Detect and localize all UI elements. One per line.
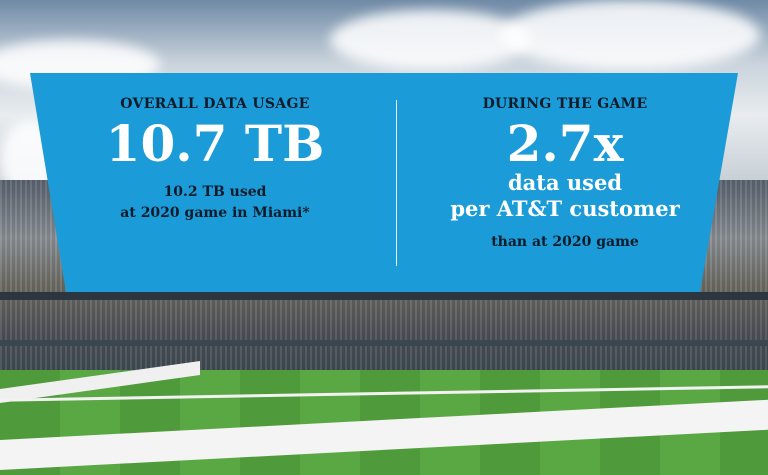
overall-heading: OVERALL DATA USAGE <box>120 96 310 112</box>
during-game-desc-line1: data used <box>507 170 623 195</box>
stands-ring <box>0 292 768 300</box>
during-game-value: 2.7x <box>506 114 624 173</box>
panel-divider <box>396 100 397 266</box>
during-game-heading: DURING THE GAME <box>482 96 648 112</box>
during-game-section: DURING THE GAME 2.7x data used per AT&T … <box>420 96 710 253</box>
overall-value: 10.7 TB <box>105 114 325 173</box>
stands-ring <box>0 340 768 346</box>
cloud <box>500 0 760 70</box>
during-game-note: than at 2020 game <box>491 234 639 250</box>
cloud <box>330 10 530 70</box>
overall-note-line1: 10.2 TB used <box>163 184 267 200</box>
during-game-desc-line2: per AT&T customer <box>450 196 680 221</box>
overall-note-line2: at 2020 game in Miami* <box>120 205 310 221</box>
overall-usage-section: OVERALL DATA USAGE 10.7 TB 10.2 TB used … <box>60 96 370 224</box>
